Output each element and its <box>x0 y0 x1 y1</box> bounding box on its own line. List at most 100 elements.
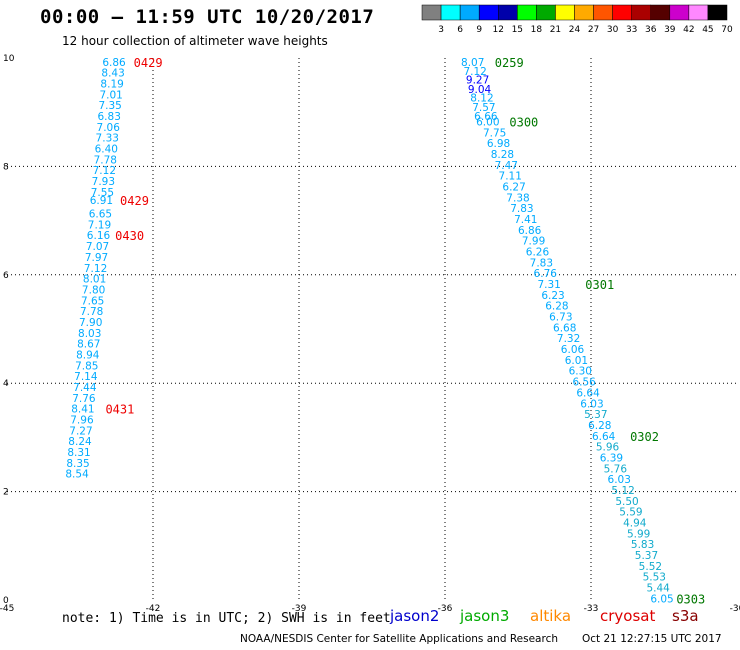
data-point-jason2: 6.28 <box>588 420 611 432</box>
data-point-jason2: 5.53 <box>643 572 666 584</box>
data-point-jason2: 8.12 <box>470 93 493 105</box>
colorbar-swatch <box>707 4 728 21</box>
data-point-jason3: 7.96 <box>70 415 94 427</box>
data-point-jason2: 6.03 <box>580 398 603 410</box>
time-label-jason2: 0301 <box>585 278 614 292</box>
data-point-jason3: 7.85 <box>75 360 98 372</box>
time-label-jason3: 0431 <box>105 403 134 417</box>
colorbar-label: 27 <box>588 25 599 35</box>
data-point-jason3: 8.54 <box>65 469 89 481</box>
x-tick-label: -39 <box>292 604 307 614</box>
data-point-jason3: 8.67 <box>77 339 100 351</box>
colorbar-label: 24 <box>569 25 581 35</box>
colorbar-swatch <box>440 4 461 21</box>
legend-jason2: jason2 <box>390 607 440 625</box>
data-point-jason3: 8.31 <box>67 447 90 459</box>
data-point-jason2: 5.37 <box>635 550 658 562</box>
data-point-jason3: 6.83 <box>98 111 121 123</box>
data-point-jason3: 6.40 <box>95 144 118 156</box>
time-label-jason2: 0300 <box>509 115 538 129</box>
data-point-jason2: 6.06 <box>561 344 585 356</box>
data-point-jason3: 8.01 <box>83 274 106 286</box>
data-point-jason2: 6.76 <box>534 268 558 280</box>
data-point-jason3: 7.19 <box>88 219 111 231</box>
data-point-jason2: 5.76 <box>604 463 628 475</box>
page-title: 00:00 – 11:59 UTC 10/20/2017 <box>40 6 375 28</box>
data-point-jason3: 7.78 <box>80 306 103 318</box>
legend-cryosat: cryosat <box>600 607 656 625</box>
data-point-jason2: 8.28 <box>491 149 514 161</box>
data-point-jason2: 6.73 <box>549 312 572 324</box>
data-point-jason2: 7.75 <box>483 127 506 139</box>
data-point-jason2: 5.59 <box>619 507 642 519</box>
data-point-jason2: 6.03 <box>608 474 631 486</box>
data-point-jason3: 7.33 <box>96 133 119 145</box>
time-label-jason3: 0430 <box>115 229 144 243</box>
data-point-jason3: 7.27 <box>69 425 92 437</box>
x-tick-label: -36 <box>438 604 453 614</box>
data-point-jason3: 8.43 <box>101 68 124 80</box>
colorbar-swatch <box>593 4 613 21</box>
data-point-jason3: 7.44 <box>73 382 97 394</box>
data-point-jason3: 7.12 <box>93 165 116 177</box>
data-point-jason2: 6.68 <box>553 322 576 334</box>
colorbar-label: 36 <box>645 25 657 35</box>
data-point-jason2: 5.99 <box>627 528 650 540</box>
colorbar-label: 30 <box>607 25 619 35</box>
colorbar-swatch <box>574 4 594 21</box>
colorbar-swatch <box>688 4 709 21</box>
data-point-jason3: 8.41 <box>71 404 94 416</box>
data-point-jason2: 7.57 <box>472 102 495 114</box>
data-point-jason2: 7.41 <box>514 214 537 226</box>
data-point-jason3: 7.80 <box>82 284 105 296</box>
colorbar-label: 3 <box>438 25 444 35</box>
data-point-jason3: 6.16 <box>87 230 111 242</box>
legend-s3a: s3a <box>672 607 699 625</box>
data-point-jason3: 6.91 <box>90 195 113 207</box>
data-point-jason2: 6.28 <box>545 301 568 313</box>
y-tick-label: 10 <box>3 54 15 64</box>
data-point-jason2: 7.11 <box>499 171 522 183</box>
data-point-jason3: 7.76 <box>72 393 96 405</box>
data-point-jason2: 5.96 <box>596 442 620 454</box>
data-point-jason2: 4.94 <box>623 517 647 529</box>
colorbar-swatch <box>459 4 480 21</box>
x-tick-label: -45 <box>0 604 14 614</box>
time-label-jason3: 0429 <box>134 56 163 70</box>
y-tick-label: 4 <box>3 379 9 389</box>
colorbar-swatch <box>555 4 575 21</box>
time-labels: 0429 0429 0430 0431 0259 0300 0301 0302 0303 <box>105 56 705 607</box>
data-point-jason2: 7.12 <box>463 66 486 78</box>
data-point-jason2: 9.04 <box>468 84 492 96</box>
colorbar-label: 12 <box>493 25 504 35</box>
data-point-jason3: 7.90 <box>79 317 102 329</box>
x-tick-label: -42 <box>146 604 161 614</box>
data-point-jason2: 7.47 <box>495 160 518 172</box>
colorbar-label: 21 <box>550 25 561 35</box>
colorbar-label: 15 <box>512 25 523 35</box>
data-point-jason2: 6.26 <box>526 246 550 258</box>
time-label-jason2: 0303 <box>676 592 705 606</box>
y-tick-label: 2 <box>3 488 9 498</box>
data-point-jason3: 8.24 <box>68 436 92 448</box>
time-label-jason3: 0429 <box>120 194 149 208</box>
data-point-jason2: 6.30 <box>569 366 592 378</box>
data-point-jason3: 7.35 <box>98 100 121 112</box>
data-point-jason2: 5.52 <box>639 561 662 573</box>
data-point-jason2: 7.31 <box>537 279 560 291</box>
data-point-jason3: 7.65 <box>81 295 104 307</box>
data-point-jason2: 5.50 <box>615 496 638 508</box>
colorbar-swatch <box>631 4 651 21</box>
data-point-jason3: 7.01 <box>99 89 122 101</box>
data-point-jason2: 7.32 <box>557 333 580 345</box>
legend-jason3: jason3 <box>460 607 510 625</box>
data-point-jason2: 6.39 <box>600 452 623 464</box>
data-point-jason2: 5.37 <box>584 409 607 421</box>
colorbar-label: 33 <box>626 25 637 35</box>
y-tick-label: 0 <box>3 596 9 606</box>
data-point-jason3: 7.55 <box>91 187 114 199</box>
data-point-jason2: 6.98 <box>487 138 510 150</box>
data-point-jason3: 7.97 <box>85 252 108 264</box>
data-point-jason2: 6.00 <box>476 116 499 128</box>
